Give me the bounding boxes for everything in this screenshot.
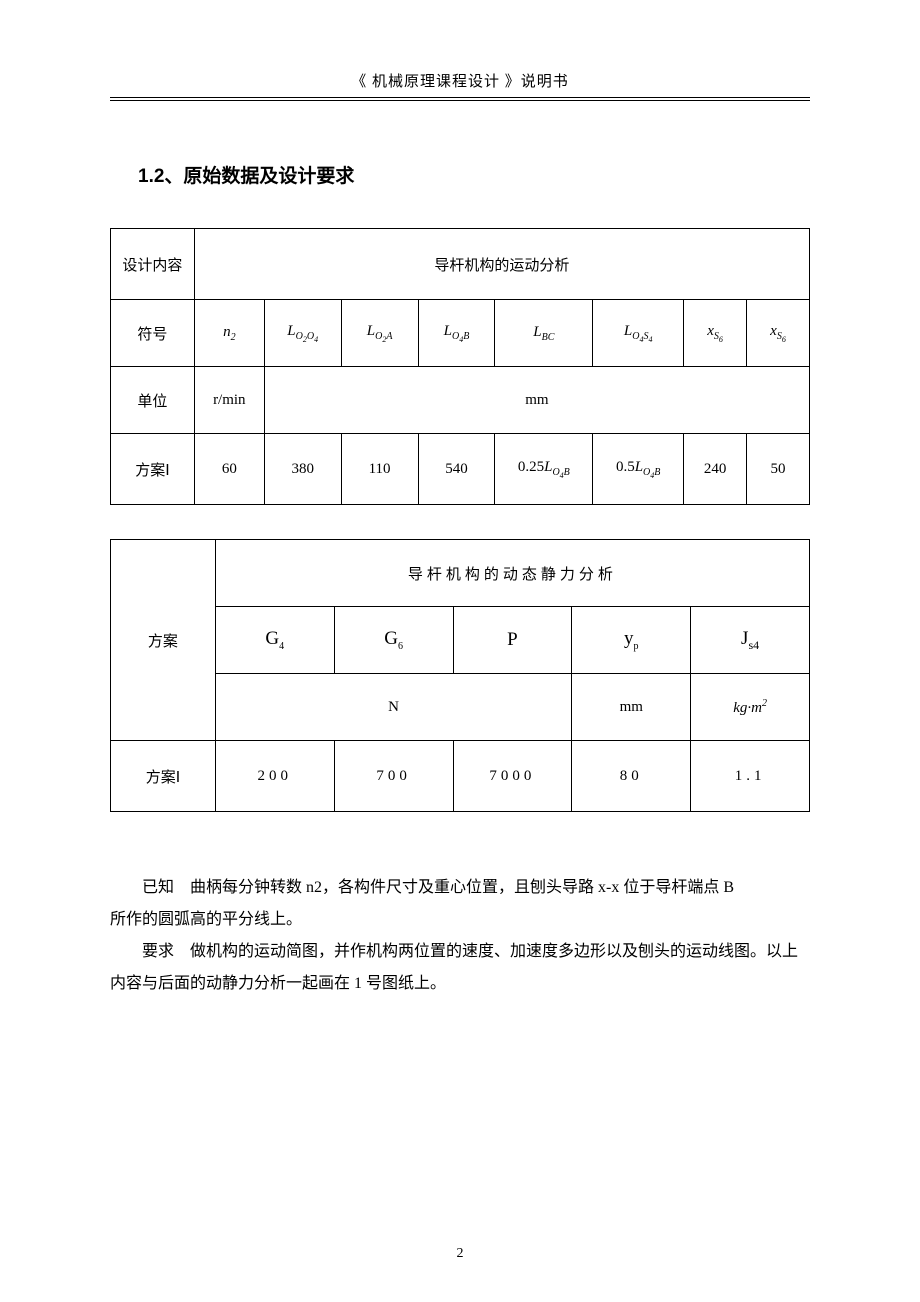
cell-sym-G6: G6 <box>334 607 453 674</box>
cell-sym-LO4B: LO4B <box>418 300 495 367</box>
cell-design-content: 设计内容 <box>111 229 195 300</box>
cell2-v5: 1.1 <box>691 741 810 812</box>
table-row: N mm kg·m2 <box>111 674 810 741</box>
cell-v1: 60 <box>194 434 264 505</box>
table-row: 设计内容 导杆机构的运动分析 <box>111 229 810 300</box>
table-kinematic: 设计内容 导杆机构的运动分析 符号 n2 LO2O4 LO2A LO4B LBC… <box>110 228 810 505</box>
cell-sym-yp: yp <box>572 607 691 674</box>
table-dynamic: 方案 导杆机构的动态静力分析 G4 G6 P yp Js4 N mm kg·m2… <box>110 539 810 812</box>
cell-sym-n2: n2 <box>194 300 264 367</box>
cell2-v4: 80 <box>572 741 691 812</box>
table-row: G4 G6 P yp Js4 <box>111 607 810 674</box>
cell-v8: 50 <box>747 434 810 505</box>
table-row: 符号 n2 LO2O4 LO2A LO4B LBC LO4S4 xS6 xS6 <box>111 300 810 367</box>
section-title: 1.2、原始数据及设计要求 <box>138 161 810 188</box>
table-row: 方案Ⅰ 200 700 7000 80 1.1 <box>111 741 810 812</box>
cell-v5: 0.25LO4B <box>495 434 593 505</box>
table-row: 方案 导杆机构的动态静力分析 <box>111 540 810 607</box>
cell-v7: 240 <box>684 434 747 505</box>
cell-sym-G4: G4 <box>215 607 334 674</box>
cell-sym-xS6a: xS6 <box>684 300 747 367</box>
page-header: 《 机械原理课程设计 》说明书 <box>110 70 810 97</box>
cell2-v2: 700 <box>334 741 453 812</box>
table-row: 方案Ⅰ 60 380 110 540 0.25LO4B 0.5LO4B 240 … <box>111 434 810 505</box>
cell2-v3: 7000 <box>453 741 572 812</box>
cell-kinematic-title: 导杆机构的运动分析 <box>194 229 809 300</box>
cell-plan1-label: 方案Ⅰ <box>111 434 195 505</box>
paragraph-arc: 所作的圆弧高的平分线上。 <box>110 904 810 936</box>
cell-unit-rmin: r/min <box>194 367 264 434</box>
cell-v2: 380 <box>264 434 341 505</box>
cell-sym-LBC: LBC <box>495 300 593 367</box>
cell-unit-mm2: mm <box>572 674 691 741</box>
cell-plan1-label2: 方案Ⅰ <box>111 741 216 812</box>
cell-sym-LO2A: LO2A <box>341 300 418 367</box>
cell-sym-LO2O4: LO2O4 <box>264 300 341 367</box>
paragraph-require: 要求 做机构的运动简图，并作机构两位置的速度、加速度多边形以及刨头的运动线图。以… <box>110 936 810 1000</box>
cell-sym-Js4: Js4 <box>691 607 810 674</box>
body-text: 已知 曲柄每分钟转数 n2，各构件尺寸及重心位置，且刨头导路 x-x 位于导杆端… <box>110 872 810 1000</box>
cell2-v1: 200 <box>215 741 334 812</box>
cell-sym-xS6b: xS6 <box>747 300 810 367</box>
cell-unit-mm: mm <box>264 367 809 434</box>
cell-unit-label: 单位 <box>111 367 195 434</box>
cell-unit-kgm2: kg·m2 <box>691 674 810 741</box>
cell-v3: 110 <box>341 434 418 505</box>
header-rule-top <box>110 97 810 98</box>
cell-symbol-label: 符号 <box>111 300 195 367</box>
cell-v6: 0.5LO4B <box>593 434 684 505</box>
cell-v4: 540 <box>418 434 495 505</box>
cell-unit-N: N <box>215 674 571 741</box>
header-rule-bottom <box>110 100 810 101</box>
cell-dynamic-title: 导杆机构的动态静力分析 <box>215 540 809 607</box>
table-row: 单位 r/min mm <box>111 367 810 434</box>
page: 《 机械原理课程设计 》说明书 1.2、原始数据及设计要求 设计内容 导杆机构的… <box>0 0 920 1302</box>
cell-sym-P: P <box>453 607 572 674</box>
page-number: 2 <box>0 1246 920 1262</box>
paragraph-known: 已知 曲柄每分钟转数 n2，各构件尺寸及重心位置，且刨头导路 x-x 位于导杆端… <box>110 872 810 904</box>
cell-plan-label: 方案 <box>111 540 216 741</box>
cell-sym-LO4S4: LO4S4 <box>593 300 684 367</box>
